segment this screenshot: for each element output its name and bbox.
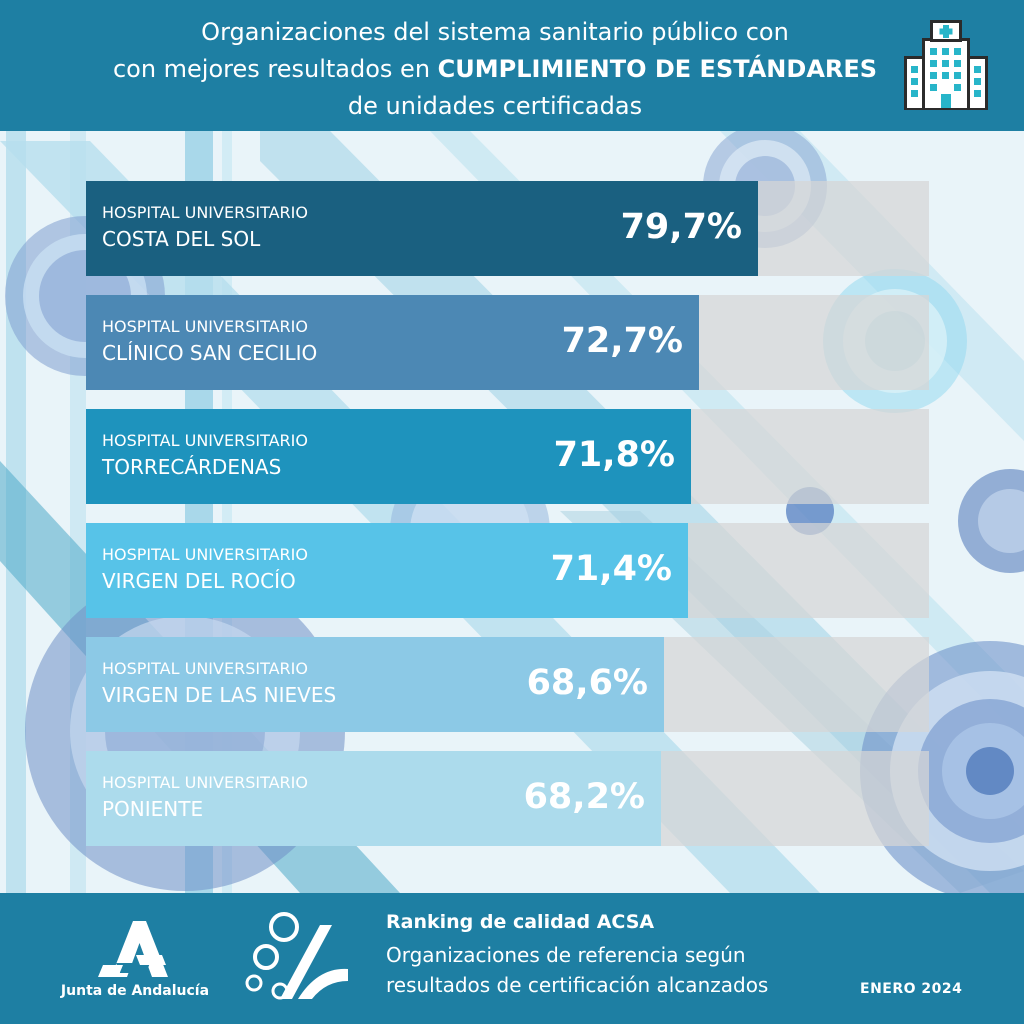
bar: HOSPITAL UNIVERSITARIO COSTA DEL SOL 79,7% — [86, 181, 758, 276]
title-line-3: de unidades certificadas — [347, 92, 643, 120]
bar-category-prefix: HOSPITAL UNIVERSITARIO — [102, 203, 308, 222]
bar: HOSPITAL UNIVERSITARIO VIRGEN DEL ROCÍO 71… — [86, 523, 688, 618]
bar-value-label: 71,8% — [553, 435, 675, 475]
publication-date: ENERO 2024 — [860, 981, 963, 997]
bar-value-label: 68,2% — [523, 777, 645, 817]
bar-row: HOSPITAL UNIVERSITARIO VIRGEN DE LAS NIEV… — [86, 637, 929, 732]
footer-subtitle-line-2: resultados de certificación alcanzados — [386, 973, 769, 997]
bar-category-label: HOSPITAL UNIVERSITARIO VIRGEN DEL ROCÍO — [102, 544, 308, 596]
bar-row: HOSPITAL UNIVERSITARIO VIRGEN DEL ROCÍO 71… — [86, 523, 929, 618]
acsa-logo-icon — [245, 912, 348, 1000]
footer-title: Ranking de calidad ACSA — [386, 911, 655, 933]
bar-category-name: PONIENTE — [102, 797, 204, 821]
bar-category-prefix: HOSPITAL UNIVERSITARIO — [102, 773, 308, 792]
bar-category-name: VIRGEN DE LAS NIEVES — [102, 683, 337, 707]
bar-category-name: TORRECÁRDENAS — [102, 455, 282, 479]
bar: HOSPITAL UNIVERSITARIO PONIENTE 68,2% — [86, 751, 661, 846]
bar-category-name: CLÍNICO SAN CECILIO — [102, 341, 318, 365]
bar-chart: HOSPITAL UNIVERSITARIO COSTA DEL SOL 79,7%… — [0, 131, 1024, 893]
page-title: Organizaciones del sistema sanitario púb… — [60, 14, 930, 125]
bar-value-label: 71,4% — [550, 549, 672, 589]
hospital-building-icon — [904, 20, 988, 110]
title-line-2-highlight: CUMPLIMIENTO DE ESTÁNDARES — [437, 55, 878, 83]
footer-banner: Junta de Andalucía Ranking de calidad AC… — [0, 893, 1024, 1024]
header-banner: Organizaciones del sistema sanitario púb… — [0, 0, 1024, 131]
bar-row: HOSPITAL UNIVERSITARIO CLÍNICO SAN CECILI… — [86, 295, 929, 390]
title-line-1: Organizaciones del sistema sanitario púb… — [201, 18, 789, 46]
bar-category-prefix: HOSPITAL UNIVERSITARIO — [102, 659, 308, 678]
bar-value-label: 79,7% — [620, 207, 742, 247]
bar: HOSPITAL UNIVERSITARIO VIRGEN DE LAS NIEV… — [86, 637, 664, 732]
bar-row: HOSPITAL UNIVERSITARIO PONIENTE 68,2% — [86, 751, 929, 846]
bar-category-prefix: HOSPITAL UNIVERSITARIO — [102, 545, 308, 564]
bar-category-label: HOSPITAL UNIVERSITARIO PONIENTE — [102, 772, 308, 824]
bar-category-label: HOSPITAL UNIVERSITARIO COSTA DEL SOL — [102, 202, 308, 254]
bar-category-label: HOSPITAL UNIVERSITARIO CLÍNICO SAN CECILI… — [102, 316, 317, 368]
bar-category-label: HOSPITAL UNIVERSITARIO TORRECÁRDENAS — [102, 430, 308, 482]
bar: HOSPITAL UNIVERSITARIO TORRECÁRDENAS 71,8% — [86, 409, 691, 504]
bar-category-name: COSTA DEL SOL — [102, 227, 261, 251]
bar-category-name: VIRGEN DEL ROCÍO — [102, 569, 296, 593]
bar-category-prefix: HOSPITAL UNIVERSITARIO — [102, 317, 308, 336]
bar-value-label: 72,7% — [561, 321, 683, 361]
junta-de-andalucia-logo-icon — [98, 921, 168, 977]
bar-value-label: 68,6% — [526, 663, 648, 703]
title-line-2: con mejores resultados en CUMPLIMIENTO D… — [60, 51, 930, 88]
footer-subtitle-line-1: Organizaciones de referencia según — [386, 943, 746, 967]
bar-category-label: HOSPITAL UNIVERSITARIO VIRGEN DE LAS NIEV… — [102, 658, 336, 710]
organization-name: Junta de Andalucía — [60, 983, 210, 999]
bar: HOSPITAL UNIVERSITARIO CLÍNICO SAN CECILI… — [86, 295, 699, 390]
bar-row: HOSPITAL UNIVERSITARIO COSTA DEL SOL 79,7% — [86, 181, 929, 276]
title-line-2-prefix: con mejores resultados en — [112, 55, 438, 83]
bar-category-prefix: HOSPITAL UNIVERSITARIO — [102, 431, 308, 450]
bar-row: HOSPITAL UNIVERSITARIO TORRECÁRDENAS 71,8% — [86, 409, 929, 504]
